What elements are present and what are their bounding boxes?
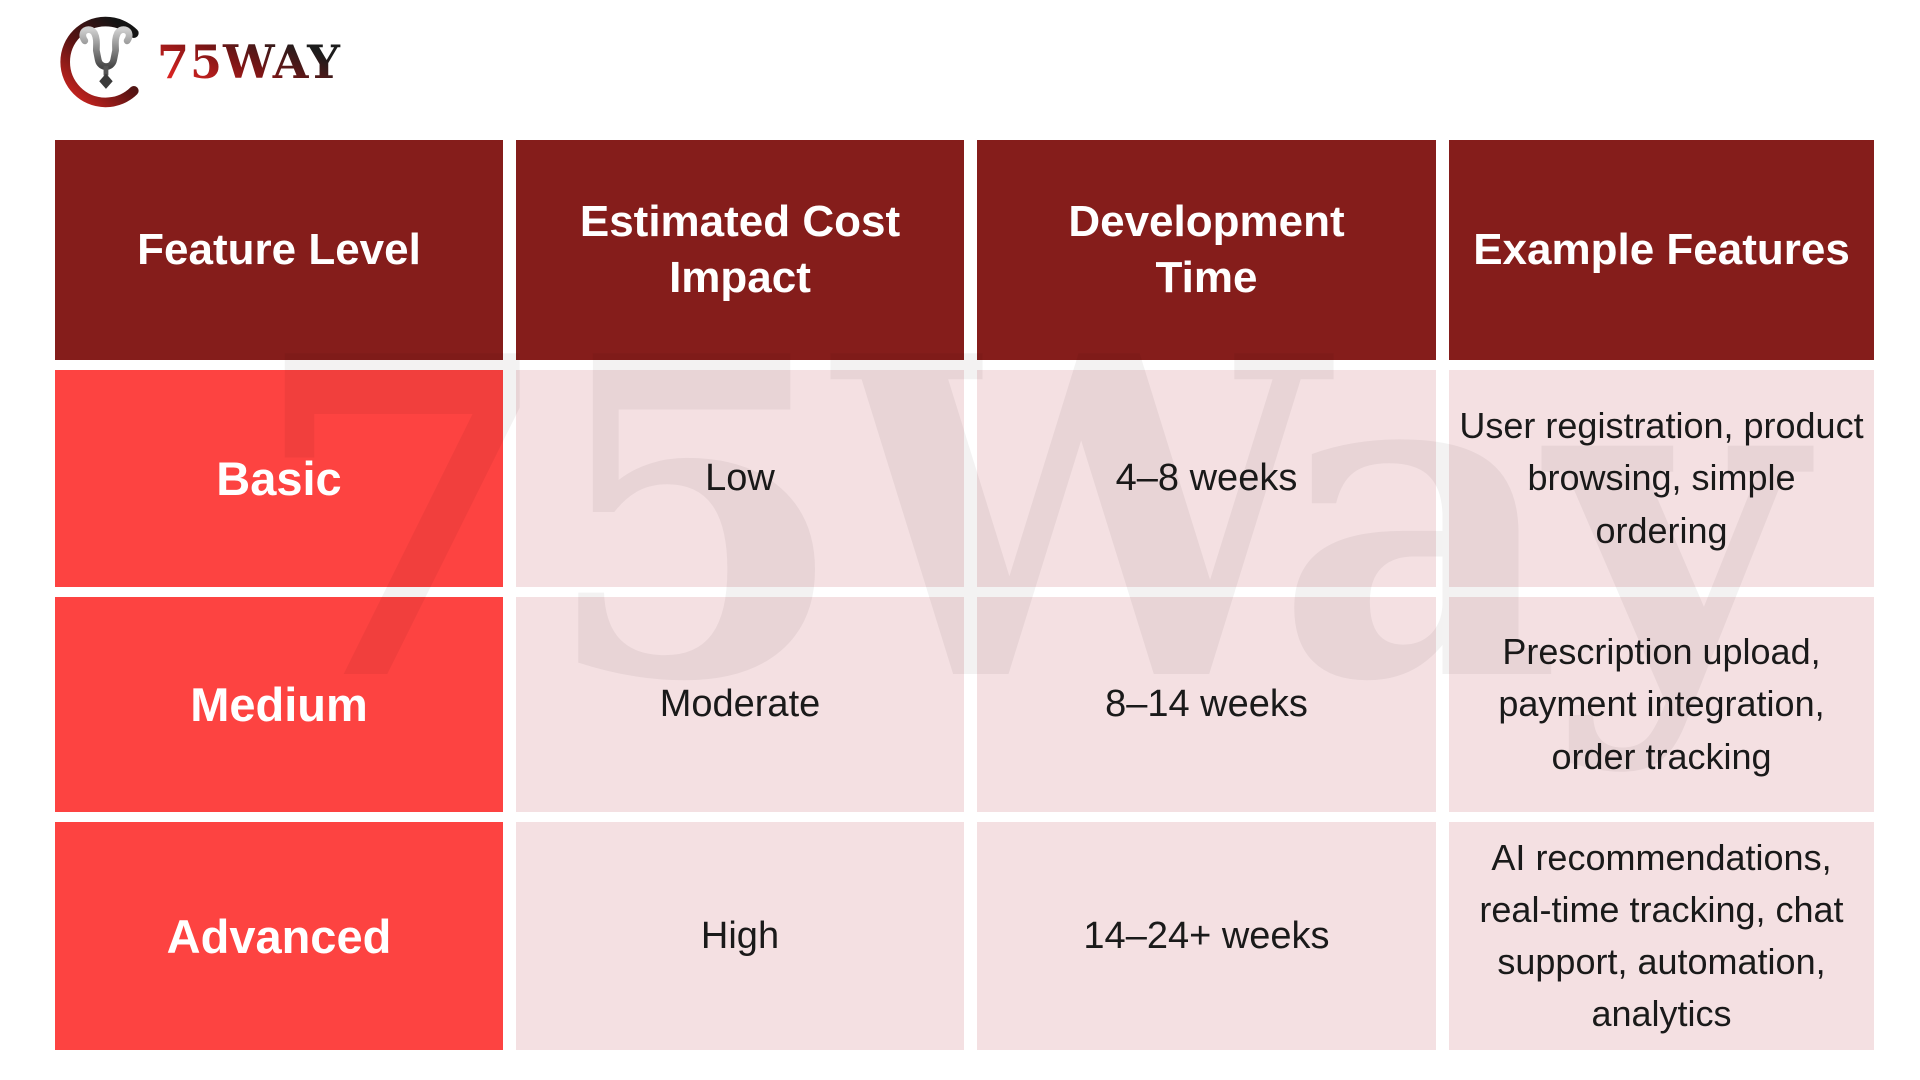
- brand-word: WAY: [223, 35, 341, 89]
- row-medium-examples-cell: Prescription upload, payment integration…: [1449, 597, 1874, 812]
- row-medium-time-cell: 8–14 weeks: [977, 597, 1436, 812]
- header-cell-feature-level: Feature Level: [55, 140, 503, 360]
- row-basic-level-cell: Basic: [55, 370, 503, 587]
- brand-wordmark: 75WAY: [157, 39, 341, 85]
- feature-cost-table: Feature Level Estimated Cost Impact Deve…: [55, 140, 1874, 1050]
- row-advanced-cost-cell: High: [516, 822, 964, 1050]
- row-advanced-examples-cell: AI recommendations, real-time tracking, …: [1449, 822, 1874, 1050]
- row-medium-level-cell: Medium: [55, 597, 503, 812]
- brand-number: 75: [157, 35, 224, 89]
- header-cell-cost-impact: Estimated Cost Impact: [516, 140, 964, 360]
- row-basic-time-cell: 4–8 weeks: [977, 370, 1436, 587]
- row-advanced-level-cell: Advanced: [55, 822, 503, 1050]
- header-cell-example-features: Example Features: [1449, 140, 1874, 360]
- row-basic-cost-cell: Low: [516, 370, 964, 587]
- bull-crescent-icon: [60, 16, 139, 108]
- row-advanced-time-cell: 14–24+ weeks: [977, 822, 1436, 1050]
- row-basic-examples-cell: User registration, product browsing, sim…: [1449, 370, 1874, 587]
- row-medium-cost-cell: Moderate: [516, 597, 964, 812]
- header-cell-development-time: Development Time: [977, 140, 1436, 360]
- brand-logo: 75WAY: [55, 12, 341, 112]
